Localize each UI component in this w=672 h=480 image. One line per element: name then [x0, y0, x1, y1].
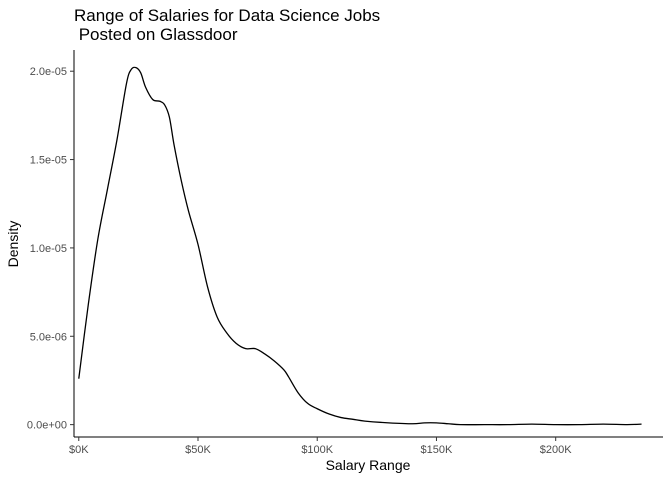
- y-axis-title: Density: [5, 221, 21, 268]
- y-tick-label: 0.0e+00: [27, 420, 67, 432]
- x-tick-label: $50K: [185, 444, 211, 456]
- x-axis-ticks: $0K $50K $100K $150K $200K: [69, 437, 572, 456]
- x-tick-label: $0K: [69, 444, 89, 456]
- plot-area: [78, 66, 642, 426]
- x-axis-title: Salary Range: [326, 457, 411, 473]
- x-tick-label: $100K: [301, 444, 333, 456]
- y-tick-label: 2.0e-05: [30, 66, 67, 78]
- density-curve-line: [78, 66, 642, 426]
- y-tick-label: 1.0e-05: [30, 243, 67, 255]
- chart-title-line-2: Posted on Glassdoor: [74, 25, 238, 44]
- y-tick-label: 1.5e-05: [30, 155, 67, 167]
- chart-title-line-1: Range of Salaries for Data Science Jobs: [74, 6, 380, 25]
- x-tick-label: $150K: [421, 444, 453, 456]
- x-tick-label: $200K: [540, 444, 572, 456]
- y-axis-ticks: 0.0e+00 5.0e-06 1.0e-05 1.5e-05 2.0e-05: [27, 66, 74, 432]
- y-tick-label: 5.0e-06: [30, 331, 67, 343]
